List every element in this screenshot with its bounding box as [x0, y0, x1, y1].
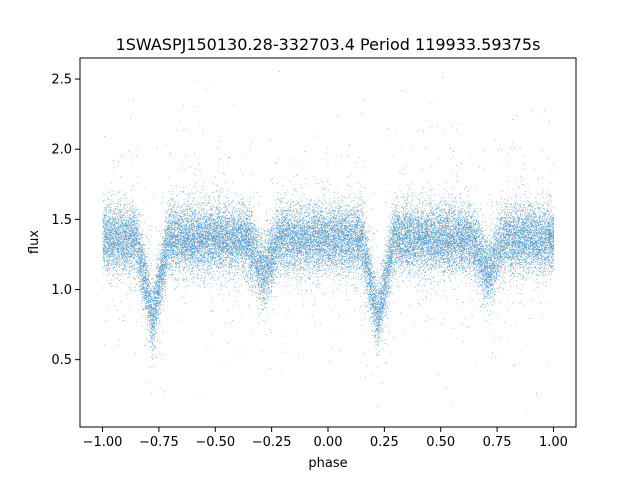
chart-title: 1SWASPJ150130.28-332703.4 Period 119933.… [116, 35, 541, 54]
x-tick-label: 0.75 [483, 435, 512, 450]
x-tick-label: −1.00 [83, 435, 123, 450]
y-tick-label: 2.5 [51, 73, 72, 88]
x-tick-label: 1.00 [539, 435, 568, 450]
x-tick-label: 0.50 [426, 435, 455, 450]
y-tick-label: 2.0 [51, 143, 72, 158]
x-tick-label: 0.25 [370, 435, 399, 450]
y-tick-label: 1.0 [51, 283, 72, 298]
y-tick-label: 0.5 [51, 353, 72, 368]
y-tick-label: 1.5 [51, 213, 72, 228]
x-tick-label: −0.50 [195, 435, 235, 450]
x-tick-label: −0.75 [139, 435, 179, 450]
scatter-points [102, 71, 555, 414]
y-axis: 0.5 1.0 1.5 2.0 2.5 [51, 73, 80, 368]
x-axis: −1.00 −0.75 −0.50 −0.25 0.00 0.25 0.50 0.75 1.00 [83, 427, 568, 450]
data-points [102, 71, 555, 414]
x-tick-label: 0.00 [314, 435, 343, 450]
x-axis-label: phase [308, 456, 347, 471]
y-axis-label: flux [27, 230, 42, 254]
x-tick-label: −0.25 [252, 435, 292, 450]
